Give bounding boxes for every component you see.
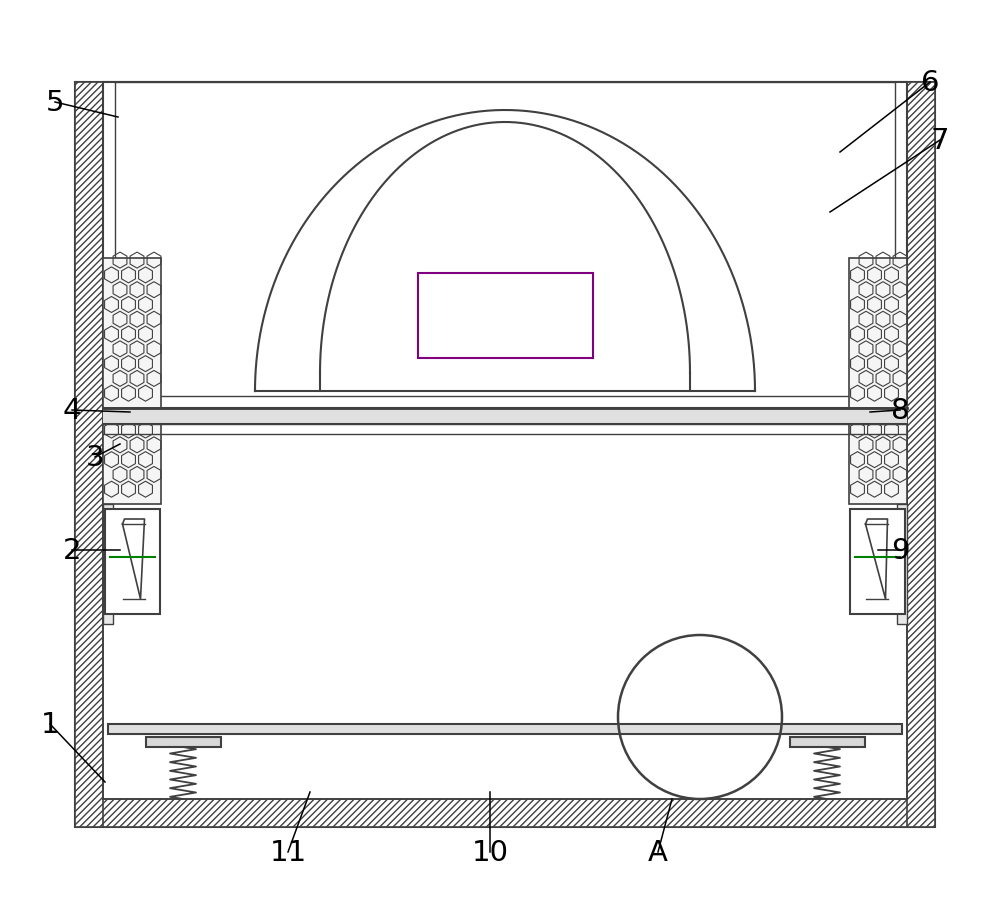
Bar (75, 83, 103, 827)
Bar (105, 510, 160, 614)
Text: 11: 11 (269, 838, 307, 866)
Bar (103, 409, 907, 425)
Text: 3: 3 (86, 444, 104, 472)
Text: 2: 2 (63, 537, 81, 565)
Text: 1: 1 (41, 710, 59, 738)
Text: 7: 7 (931, 127, 949, 155)
Bar (108, 724, 902, 734)
Bar (75, 83, 935, 827)
Text: 9: 9 (891, 537, 909, 565)
Bar (850, 510, 905, 614)
Bar (103, 425, 161, 504)
Text: 10: 10 (472, 838, 509, 866)
Bar (418, 273, 592, 359)
Text: A: A (648, 838, 668, 866)
Bar (907, 83, 935, 827)
Text: 5: 5 (46, 89, 64, 117)
Bar (790, 737, 864, 747)
Bar (103, 504, 113, 624)
Text: 8: 8 (891, 397, 909, 425)
Bar (849, 259, 907, 409)
Bar (146, 737, 221, 747)
Bar (103, 83, 907, 409)
Bar (103, 259, 161, 409)
Bar (897, 504, 907, 624)
Bar (849, 425, 907, 504)
Text: 6: 6 (921, 69, 939, 97)
Bar (75, 799, 935, 827)
Bar (115, 83, 895, 397)
Text: 4: 4 (63, 397, 81, 425)
